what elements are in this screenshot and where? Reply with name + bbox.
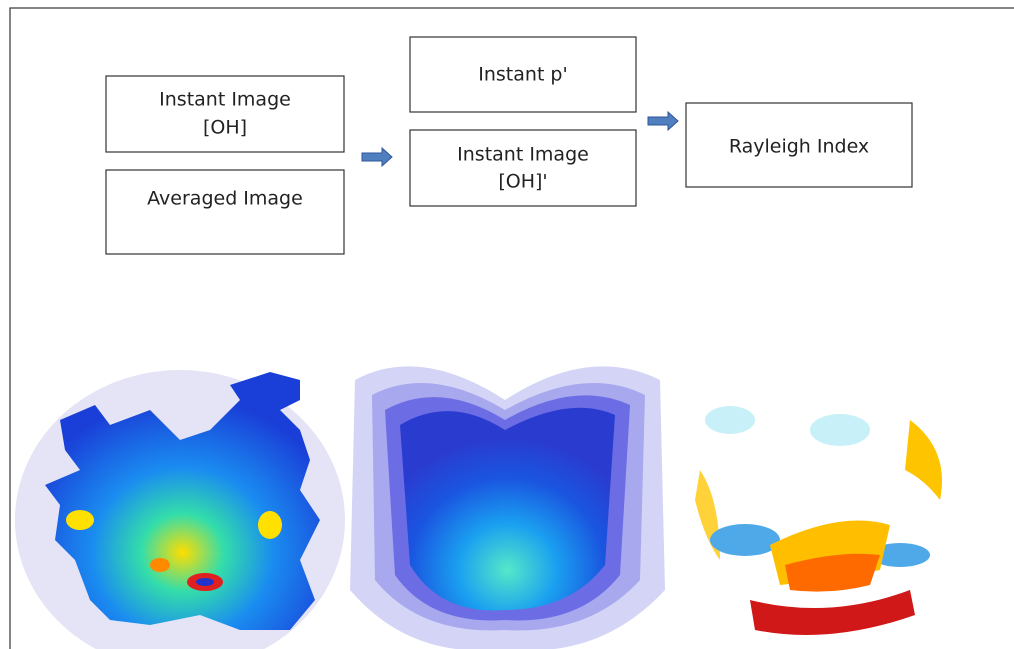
image-instant xyxy=(15,370,345,649)
node-text: Averaged Image xyxy=(147,188,303,210)
node-text: Instant Image xyxy=(457,144,589,166)
image-averaged xyxy=(350,366,665,649)
diagram: Instant Image [OH] Averaged Image Instan… xyxy=(0,0,1014,649)
node-text: [OH]' xyxy=(498,171,547,193)
node-text: [OH] xyxy=(203,117,247,139)
page: Instant Image [OH] Averaged Image Instan… xyxy=(0,0,1014,649)
node-text: Rayleigh Index xyxy=(729,136,869,158)
node-text: Instant Image xyxy=(159,89,291,111)
image-rayleigh xyxy=(695,406,942,635)
node-text: Instant p' xyxy=(478,64,567,86)
